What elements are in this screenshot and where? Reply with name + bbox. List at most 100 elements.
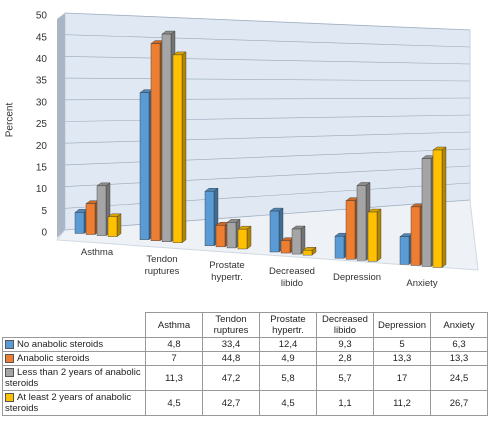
bar-front [356, 185, 367, 261]
table-value: 2,8 [316, 351, 374, 366]
bar-front [280, 240, 291, 254]
header-row: Asthma Tendon ruptures Prostate hypertr. De… [3, 312, 488, 338]
y-tick-label: 50 [36, 11, 48, 22]
table-value: 4,9 [259, 351, 317, 366]
table-value: 24,5 [430, 365, 488, 391]
table-value: 6,3 [430, 337, 488, 352]
table-value: 17 [373, 365, 431, 391]
bar [367, 208, 382, 262]
bar-side [116, 213, 122, 238]
bar-side [246, 225, 252, 250]
y-tick-label: 35 [36, 76, 48, 87]
legend-label: No anabolic steroids [17, 339, 104, 350]
corner-cell [3, 313, 146, 338]
bar [107, 213, 122, 238]
grid-line [64, 34, 471, 48]
series-row: Less than 2 years of anabolic steroids 11… [2, 365, 488, 391]
x-tick-label: Asthma [80, 247, 114, 259]
grid-line [64, 97, 471, 101]
y-tick-label: 0 [41, 228, 47, 239]
grid-line [64, 114, 471, 122]
table-value: 44,8 [202, 351, 260, 366]
legend-swatch [5, 368, 14, 377]
bar-front [399, 236, 410, 265]
x-tick-label: Depression [332, 272, 382, 284]
grid-line [64, 77, 471, 82]
table-value: 33,4 [202, 337, 260, 352]
bar-front [334, 235, 345, 259]
grid-line [64, 165, 471, 187]
column-header: Tendon ruptures [202, 312, 260, 338]
bar-front [150, 43, 161, 241]
grid-line [64, 56, 471, 65]
table-value: 5,7 [316, 365, 374, 391]
chart: Percent 0 5 10 15 20 25 30 35 40 45 50 [5, 11, 479, 271]
column-header: Asthma [145, 312, 203, 338]
bar-front [204, 191, 215, 247]
bar-front [432, 149, 443, 268]
bar-front [269, 210, 280, 253]
bar [302, 246, 317, 256]
bar [237, 225, 252, 250]
y-tick-label: 15 [36, 163, 48, 174]
bar-front [421, 158, 432, 267]
grid-line [64, 148, 471, 166]
y-tick-label: 40 [36, 54, 48, 65]
bar-front [96, 185, 107, 236]
grid-line [64, 199, 471, 231]
table-value: 11,2 [373, 390, 431, 416]
column-header: Prostate hypertr. [259, 312, 317, 338]
table-value: 47,2 [202, 365, 260, 391]
table-value: 7 [145, 351, 203, 366]
table-value: 13,3 [430, 351, 488, 366]
grid-line [64, 12, 471, 31]
legend-cell: Anabolic steroids [2, 351, 146, 366]
bar-side [441, 146, 447, 268]
data-table: Asthma Tendon ruptures Prostate hypertr. De… [2, 312, 488, 416]
y-tick-label: 25 [36, 119, 48, 130]
bar-front [85, 203, 96, 235]
legend-swatch [5, 393, 14, 402]
y-tick-label: 5 [41, 206, 47, 217]
back-wall [64, 12, 471, 231]
series-row: No anabolic steroids 4,8 33,4 12,4 9,3 5 6,3 [2, 337, 488, 352]
y-tick-label: 10 [36, 184, 48, 195]
table-value: 26,7 [430, 390, 488, 416]
legend-label: Less than 2 years of anabolic steroids [5, 367, 141, 389]
bar-front [237, 228, 248, 250]
legend-cell: No anabolic steroids [2, 337, 146, 352]
legend-label: At least 2 years of anabolic steroids [5, 392, 132, 414]
table-value: 1,1 [316, 390, 374, 416]
x-tick-label: Tendon ruptures [144, 253, 180, 277]
grid-line [64, 182, 471, 209]
bar-front [410, 206, 421, 266]
bar-front [74, 212, 85, 234]
bar-front [367, 211, 378, 262]
bar-front [215, 225, 226, 248]
side-wall [57, 13, 65, 238]
x-tick-label: Decreased libido [269, 266, 315, 289]
bar [172, 51, 187, 244]
legend-cell: At least 2 years of anabolic steroids [2, 390, 146, 416]
legend-swatch [5, 354, 14, 363]
bar-front [226, 222, 237, 249]
bar-front [139, 92, 150, 240]
y-tick-label: 20 [36, 141, 48, 152]
table-value: 4,8 [145, 337, 203, 352]
y-tick-label: 30 [36, 97, 48, 108]
bar [432, 146, 447, 268]
legend-swatch [5, 340, 14, 349]
series-row: At least 2 years of anabolic steroids 4,5… [2, 390, 488, 416]
table-value: 9,3 [316, 337, 374, 352]
y-axis-label: Percent [5, 103, 16, 138]
table-value: 4,5 [259, 390, 317, 416]
column-header: Anxiety [430, 312, 488, 338]
table-value: 5 [373, 337, 431, 352]
bar-side [376, 208, 382, 262]
bar-front [302, 250, 313, 256]
grid-line [64, 131, 471, 144]
table-value: 11,3 [145, 365, 203, 391]
table-value: 4,5 [145, 390, 203, 416]
bar-side [181, 51, 187, 244]
column-header: Decreased libido [316, 312, 374, 338]
